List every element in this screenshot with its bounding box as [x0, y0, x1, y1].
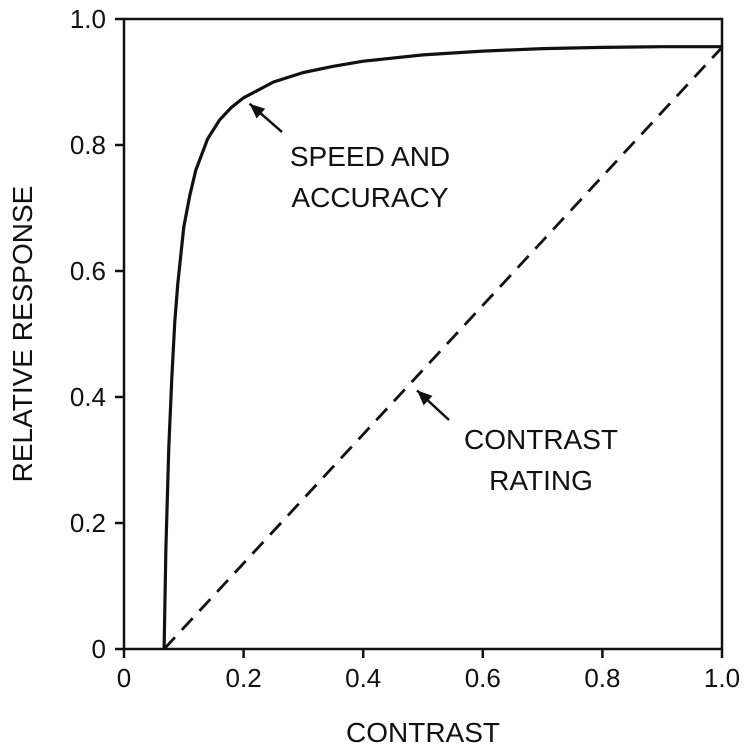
x-tick-label: 0.8	[584, 663, 620, 693]
speed-accuracy-curve	[162, 45, 722, 650]
arrowhead	[249, 103, 266, 119]
y-tick-label: 0.8	[70, 130, 106, 160]
series-lines	[162, 45, 724, 650]
y-tick-label: 0.4	[70, 382, 106, 412]
y-tick-label: 0	[92, 634, 106, 664]
annotation-label: RATING	[489, 465, 593, 496]
x-tick-label: 0.4	[345, 663, 381, 693]
x-tick-label: 0.2	[226, 663, 262, 693]
x-tick-label: 0.6	[465, 663, 501, 693]
plot-frame	[122, 17, 724, 651]
contrast-rating-line	[163, 46, 724, 650]
axis-ticks: 0 0.2 0.4 0.6 0.8 1.0 0 0.2 0.4 0.6 0.8 1.0	[70, 4, 740, 693]
annotation-label: CONTRAST	[464, 424, 618, 455]
x-tick-label: 0	[117, 663, 131, 693]
x-tick-label: 1.0	[704, 663, 740, 693]
y-tick-label: 0.2	[70, 508, 106, 538]
arrowhead	[417, 390, 433, 406]
x-axis-title: CONTRAST	[346, 717, 500, 748]
annotations: SPEED AND ACCURACY CONTRAST RATING	[248, 102, 618, 496]
y-tick-label: 1.0	[70, 4, 106, 34]
annotation-label: ACCURACY	[291, 182, 448, 213]
annotation-label: SPEED AND	[290, 141, 450, 172]
y-axis-title: RELATIVE RESPONSE	[7, 186, 38, 483]
y-tick-label: 0.6	[70, 256, 106, 286]
